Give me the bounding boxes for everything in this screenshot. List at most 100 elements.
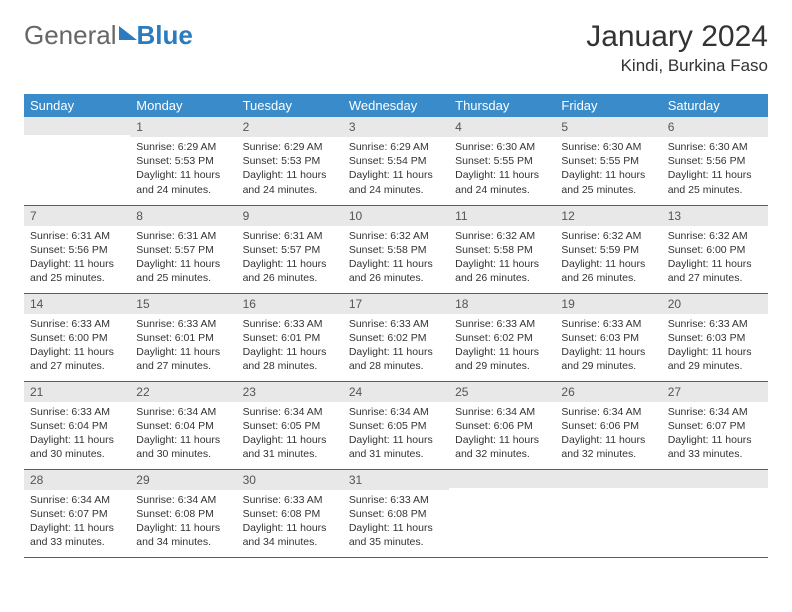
day-line-d1: Daylight: 11 hours <box>243 521 337 535</box>
day-details: Sunrise: 6:34 AMSunset: 6:06 PMDaylight:… <box>449 402 555 468</box>
day-number: 27 <box>662 382 768 402</box>
day-line-d2: and 31 minutes. <box>243 447 337 461</box>
day-line-sr: Sunrise: 6:33 AM <box>349 493 443 507</box>
calendar-day-cell: 29Sunrise: 6:34 AMSunset: 6:08 PMDayligh… <box>130 469 236 557</box>
day-line-d1: Daylight: 11 hours <box>136 433 230 447</box>
day-line-ss: Sunset: 6:08 PM <box>243 507 337 521</box>
weekday-col: Tuesday <box>237 94 343 117</box>
calendar-day-cell: 6Sunrise: 6:30 AMSunset: 5:56 PMDaylight… <box>662 117 768 205</box>
day-line-d1: Daylight: 11 hours <box>349 521 443 535</box>
day-number: 20 <box>662 294 768 314</box>
calendar-day-cell <box>449 469 555 557</box>
day-line-d2: and 27 minutes. <box>668 271 762 285</box>
day-line-ss: Sunset: 6:08 PM <box>136 507 230 521</box>
day-number: 7 <box>24 206 130 226</box>
day-line-sr: Sunrise: 6:34 AM <box>136 493 230 507</box>
day-line-ss: Sunset: 5:56 PM <box>30 243 124 257</box>
empty-day <box>555 470 661 488</box>
day-details: Sunrise: 6:32 AMSunset: 5:59 PMDaylight:… <box>555 226 661 292</box>
calendar-day-cell: 21Sunrise: 6:33 AMSunset: 6:04 PMDayligh… <box>24 381 130 469</box>
day-line-d1: Daylight: 11 hours <box>30 521 124 535</box>
day-number: 15 <box>130 294 236 314</box>
day-details: Sunrise: 6:30 AMSunset: 5:55 PMDaylight:… <box>449 137 555 203</box>
day-line-d2: and 28 minutes. <box>243 359 337 373</box>
day-line-sr: Sunrise: 6:29 AM <box>243 140 337 154</box>
day-number: 8 <box>130 206 236 226</box>
calendar-day-cell: 19Sunrise: 6:33 AMSunset: 6:03 PMDayligh… <box>555 293 661 381</box>
empty-day <box>449 470 555 488</box>
day-line-sr: Sunrise: 6:30 AM <box>455 140 549 154</box>
calendar-day-cell: 13Sunrise: 6:32 AMSunset: 6:00 PMDayligh… <box>662 205 768 293</box>
day-line-d1: Daylight: 11 hours <box>668 168 762 182</box>
weekday-col: Saturday <box>662 94 768 117</box>
day-details: Sunrise: 6:31 AMSunset: 5:56 PMDaylight:… <box>24 226 130 292</box>
brand-logo: General Blue <box>24 20 193 51</box>
calendar-table: Sunday Monday Tuesday Wednesday Thursday… <box>24 94 768 558</box>
day-line-sr: Sunrise: 6:29 AM <box>136 140 230 154</box>
day-line-d2: and 34 minutes. <box>136 535 230 549</box>
day-line-d1: Daylight: 11 hours <box>349 257 443 271</box>
calendar-week-row: 1Sunrise: 6:29 AMSunset: 5:53 PMDaylight… <box>24 117 768 205</box>
day-line-ss: Sunset: 6:01 PM <box>136 331 230 345</box>
weekday-col: Friday <box>555 94 661 117</box>
day-line-ss: Sunset: 6:04 PM <box>30 419 124 433</box>
day-details: Sunrise: 6:29 AMSunset: 5:54 PMDaylight:… <box>343 137 449 203</box>
day-number: 9 <box>237 206 343 226</box>
day-line-d1: Daylight: 11 hours <box>243 433 337 447</box>
day-details: Sunrise: 6:33 AMSunset: 6:02 PMDaylight:… <box>343 314 449 380</box>
day-line-d1: Daylight: 11 hours <box>455 345 549 359</box>
day-line-d2: and 25 minutes. <box>136 271 230 285</box>
day-line-d1: Daylight: 11 hours <box>136 345 230 359</box>
calendar-day-cell: 23Sunrise: 6:34 AMSunset: 6:05 PMDayligh… <box>237 381 343 469</box>
day-line-d1: Daylight: 11 hours <box>349 345 443 359</box>
calendar-week-row: 28Sunrise: 6:34 AMSunset: 6:07 PMDayligh… <box>24 469 768 557</box>
day-number: 25 <box>449 382 555 402</box>
day-line-ss: Sunset: 5:54 PM <box>349 154 443 168</box>
calendar-body: 1Sunrise: 6:29 AMSunset: 5:53 PMDaylight… <box>24 117 768 557</box>
brand-triangle-icon <box>119 26 137 40</box>
calendar-page: General Blue January 2024 Kindi, Burkina… <box>0 0 792 578</box>
day-line-d2: and 29 minutes. <box>455 359 549 373</box>
day-line-ss: Sunset: 5:57 PM <box>243 243 337 257</box>
day-details: Sunrise: 6:33 AMSunset: 6:01 PMDaylight:… <box>130 314 236 380</box>
day-details: Sunrise: 6:34 AMSunset: 6:08 PMDaylight:… <box>130 490 236 556</box>
day-line-d2: and 34 minutes. <box>243 535 337 549</box>
day-details: Sunrise: 6:32 AMSunset: 6:00 PMDaylight:… <box>662 226 768 292</box>
day-details: Sunrise: 6:33 AMSunset: 6:02 PMDaylight:… <box>449 314 555 380</box>
day-line-d2: and 29 minutes. <box>668 359 762 373</box>
day-details: Sunrise: 6:33 AMSunset: 6:03 PMDaylight:… <box>555 314 661 380</box>
calendar-day-cell: 15Sunrise: 6:33 AMSunset: 6:01 PMDayligh… <box>130 293 236 381</box>
day-line-d2: and 27 minutes. <box>136 359 230 373</box>
day-line-d2: and 25 minutes. <box>561 183 655 197</box>
day-line-sr: Sunrise: 6:32 AM <box>455 229 549 243</box>
calendar-day-cell <box>662 469 768 557</box>
day-line-d2: and 25 minutes. <box>30 271 124 285</box>
day-number: 31 <box>343 470 449 490</box>
day-details: Sunrise: 6:34 AMSunset: 6:05 PMDaylight:… <box>343 402 449 468</box>
day-details: Sunrise: 6:34 AMSunset: 6:07 PMDaylight:… <box>662 402 768 468</box>
day-line-ss: Sunset: 5:55 PM <box>561 154 655 168</box>
calendar-day-cell: 18Sunrise: 6:33 AMSunset: 6:02 PMDayligh… <box>449 293 555 381</box>
calendar-day-cell: 20Sunrise: 6:33 AMSunset: 6:03 PMDayligh… <box>662 293 768 381</box>
calendar-day-cell: 24Sunrise: 6:34 AMSunset: 6:05 PMDayligh… <box>343 381 449 469</box>
brand-text-1: General <box>24 20 117 51</box>
day-line-ss: Sunset: 5:53 PM <box>136 154 230 168</box>
day-line-d2: and 31 minutes. <box>349 447 443 461</box>
day-number: 28 <box>24 470 130 490</box>
day-line-d2: and 26 minutes. <box>349 271 443 285</box>
day-line-d1: Daylight: 11 hours <box>455 433 549 447</box>
day-line-d1: Daylight: 11 hours <box>136 168 230 182</box>
day-line-ss: Sunset: 6:07 PM <box>668 419 762 433</box>
empty-day <box>662 470 768 488</box>
day-details: Sunrise: 6:34 AMSunset: 6:04 PMDaylight:… <box>130 402 236 468</box>
day-number: 18 <box>449 294 555 314</box>
weekday-col: Thursday <box>449 94 555 117</box>
day-details: Sunrise: 6:32 AMSunset: 5:58 PMDaylight:… <box>449 226 555 292</box>
day-line-d2: and 32 minutes. <box>561 447 655 461</box>
day-line-ss: Sunset: 5:55 PM <box>455 154 549 168</box>
day-line-ss: Sunset: 6:05 PM <box>243 419 337 433</box>
day-details: Sunrise: 6:34 AMSunset: 6:05 PMDaylight:… <box>237 402 343 468</box>
day-line-sr: Sunrise: 6:33 AM <box>30 405 124 419</box>
calendar-day-cell: 28Sunrise: 6:34 AMSunset: 6:07 PMDayligh… <box>24 469 130 557</box>
day-details: Sunrise: 6:30 AMSunset: 5:56 PMDaylight:… <box>662 137 768 203</box>
